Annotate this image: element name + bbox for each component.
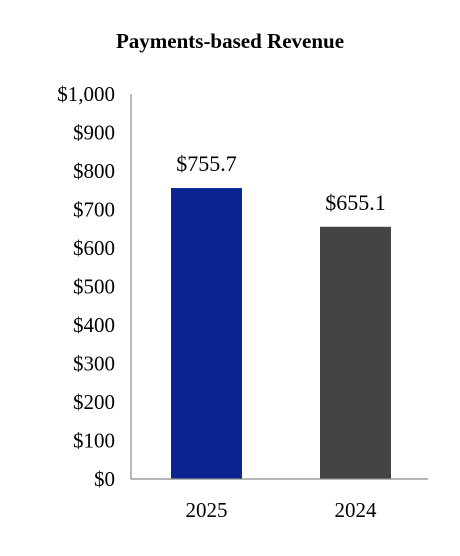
data-label: $755.7 (176, 151, 237, 176)
data-labels: $755.7 $655.1 (176, 151, 386, 215)
y-tick-label: $300 (73, 352, 115, 376)
y-tick-label: $900 (73, 121, 115, 145)
y-tick-label: $1,000 (57, 82, 115, 106)
bars (171, 188, 391, 480)
y-tick-label: $700 (73, 198, 115, 222)
y-tick-label: $0 (94, 467, 115, 491)
y-axis-tick-labels: $0 $100 $200 $300 $400 $500 $600 $700 $800 $900 $1… (57, 82, 115, 491)
y-tick-label: $200 (73, 390, 115, 414)
bar-2024 (320, 226, 391, 479)
y-tick-label: $800 (73, 159, 115, 183)
data-label: $655.1 (325, 190, 386, 215)
y-tick-label: $500 (73, 275, 115, 299)
y-tick-label: $400 (73, 313, 115, 337)
y-tick-label: $600 (73, 236, 115, 260)
chart-title: Payments-based Revenue (116, 29, 344, 53)
x-axis-tick-labels: 2025 2024 (186, 498, 378, 522)
x-tick-label: 2024 (335, 498, 378, 522)
bar-2025 (171, 188, 242, 480)
x-tick-label: 2025 (186, 498, 228, 522)
y-tick-label: $100 (73, 429, 115, 453)
